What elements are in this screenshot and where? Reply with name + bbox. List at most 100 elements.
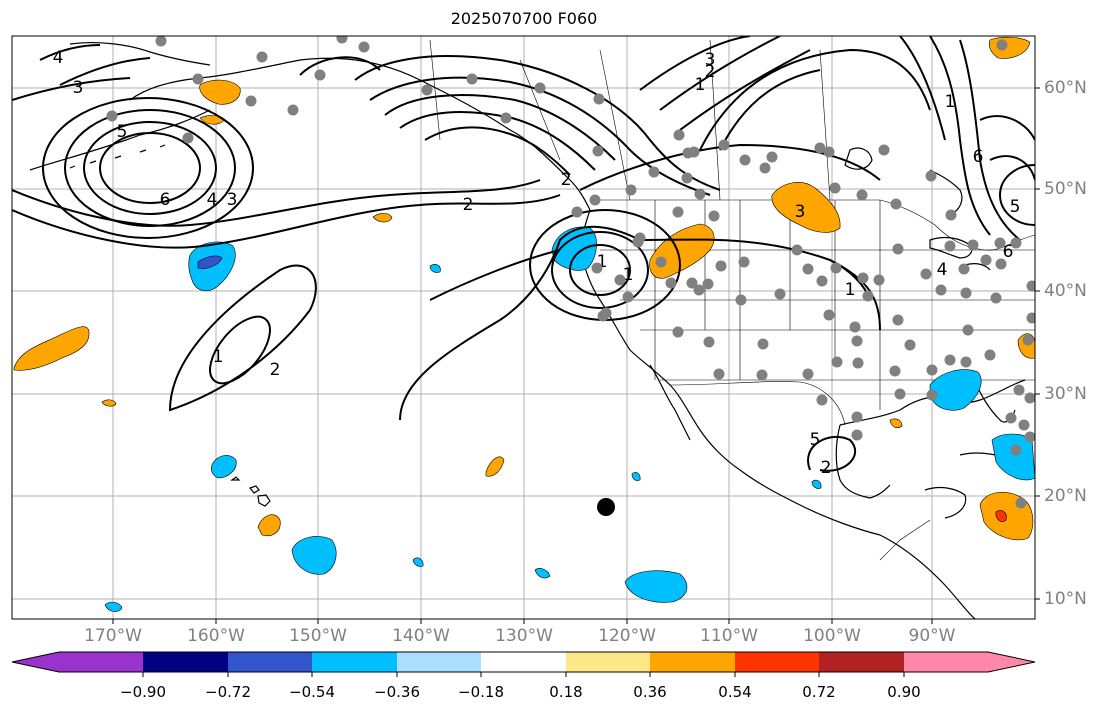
colorbar-tick-label: −0.90 (120, 683, 166, 701)
station-dot (960, 356, 972, 368)
contour-label: 1 (213, 347, 224, 367)
positive-anomaly-region (101, 399, 117, 407)
contour-label: 6 (160, 190, 171, 210)
station-dot (994, 237, 1006, 249)
negative-anomaly-region (412, 557, 424, 567)
lat-label: 60°N (1044, 78, 1087, 98)
station-dot (466, 73, 478, 85)
negative-anomaly-region (991, 433, 1035, 481)
negative-anomaly-region (929, 369, 982, 411)
colorbar-segment (143, 652, 228, 672)
station-dot (673, 129, 685, 141)
station-dot (314, 69, 326, 81)
positive-anomaly-region (199, 79, 241, 105)
station-dot (694, 188, 706, 200)
station-dot (996, 39, 1008, 51)
station-dot (962, 324, 974, 336)
contour-lines (12, 36, 1035, 472)
station-dot (766, 151, 778, 163)
station-dot (739, 154, 751, 166)
contour-label: 5 (1010, 197, 1021, 217)
station-dot (1005, 412, 1017, 424)
colorbar-segment (735, 652, 819, 672)
station-dot (759, 162, 771, 174)
station-dot (1024, 392, 1035, 404)
colorbar-segment (650, 652, 735, 672)
station-dot (182, 132, 194, 144)
station-dot (155, 36, 167, 47)
positive-anomaly-region (13, 326, 90, 371)
contour-label: 6 (1003, 242, 1014, 262)
station-dot (984, 349, 996, 361)
station-dot (890, 198, 902, 210)
colorbar (11, 651, 1036, 677)
contour-label: 1 (945, 92, 956, 112)
positive-anomaly-region (889, 418, 903, 429)
contour-label: 3 (227, 190, 238, 210)
contour-label: 2 (561, 170, 572, 190)
contour-label: 5 (810, 430, 821, 450)
political-borders (429, 39, 1035, 561)
station-dot (708, 210, 720, 222)
station-dot (735, 294, 747, 306)
station-dot (703, 336, 715, 348)
station-dot (1026, 312, 1035, 324)
positive-anomaly-region (771, 182, 841, 233)
anomaly-shading (13, 36, 1035, 612)
station-dot (831, 356, 843, 368)
station-dot (829, 182, 841, 194)
contour-label: 2 (463, 195, 474, 215)
station-dot (894, 388, 906, 400)
station-dot (681, 172, 693, 184)
station-dot (856, 189, 868, 201)
station-dot (500, 112, 512, 124)
station-dot (713, 368, 725, 380)
lon-label: 90°W (908, 626, 956, 646)
lon-label: 170°W (84, 626, 142, 646)
colorbar-tick-label: −0.36 (374, 683, 420, 701)
station-dot (967, 239, 979, 251)
station-dot (904, 339, 916, 351)
station-dot (571, 206, 583, 218)
positive-anomaly-region (988, 36, 1031, 59)
station-dot (715, 260, 727, 272)
contour-label: 4 (937, 260, 948, 280)
station-dot (935, 284, 947, 296)
colorbar-tick-label: −0.18 (458, 683, 504, 701)
lat-label: 10°N (1044, 589, 1087, 609)
station-dot (686, 277, 698, 289)
station-dot (802, 263, 814, 275)
negative-anomaly-region (534, 568, 551, 579)
lat-label: 20°N (1044, 486, 1087, 506)
colorbar-segment (904, 652, 988, 672)
station-dot (878, 144, 890, 156)
contour-label: 3 (73, 78, 84, 98)
station-dot (892, 243, 904, 255)
station-dot (592, 145, 604, 157)
station-dot (851, 411, 863, 423)
contour-label: 3 (705, 50, 716, 70)
negative-anomaly-region (811, 479, 822, 489)
contour-label: 4 (207, 190, 218, 210)
station-dot (693, 284, 705, 296)
station-dot (830, 262, 842, 274)
colorbar-segment (819, 652, 904, 672)
station-dot (920, 268, 932, 280)
station-dot (823, 146, 835, 158)
station-dot (1010, 237, 1022, 249)
contour-label: 2 (270, 360, 281, 380)
station-dot (614, 274, 626, 286)
map-title: 2025070700 F060 (450, 9, 598, 28)
station-dot (960, 287, 972, 299)
station-dot (1013, 384, 1025, 396)
axis-ticks (112, 87, 1040, 624)
negative-anomaly-region (210, 455, 237, 479)
station-dot (245, 95, 257, 107)
station-dot (192, 73, 204, 85)
station-dot (756, 369, 768, 381)
station-dot (892, 314, 904, 326)
lon-label: 160°W (187, 626, 245, 646)
colorbar-tick-label: 0.90 (887, 683, 921, 701)
station-dot (791, 244, 803, 256)
